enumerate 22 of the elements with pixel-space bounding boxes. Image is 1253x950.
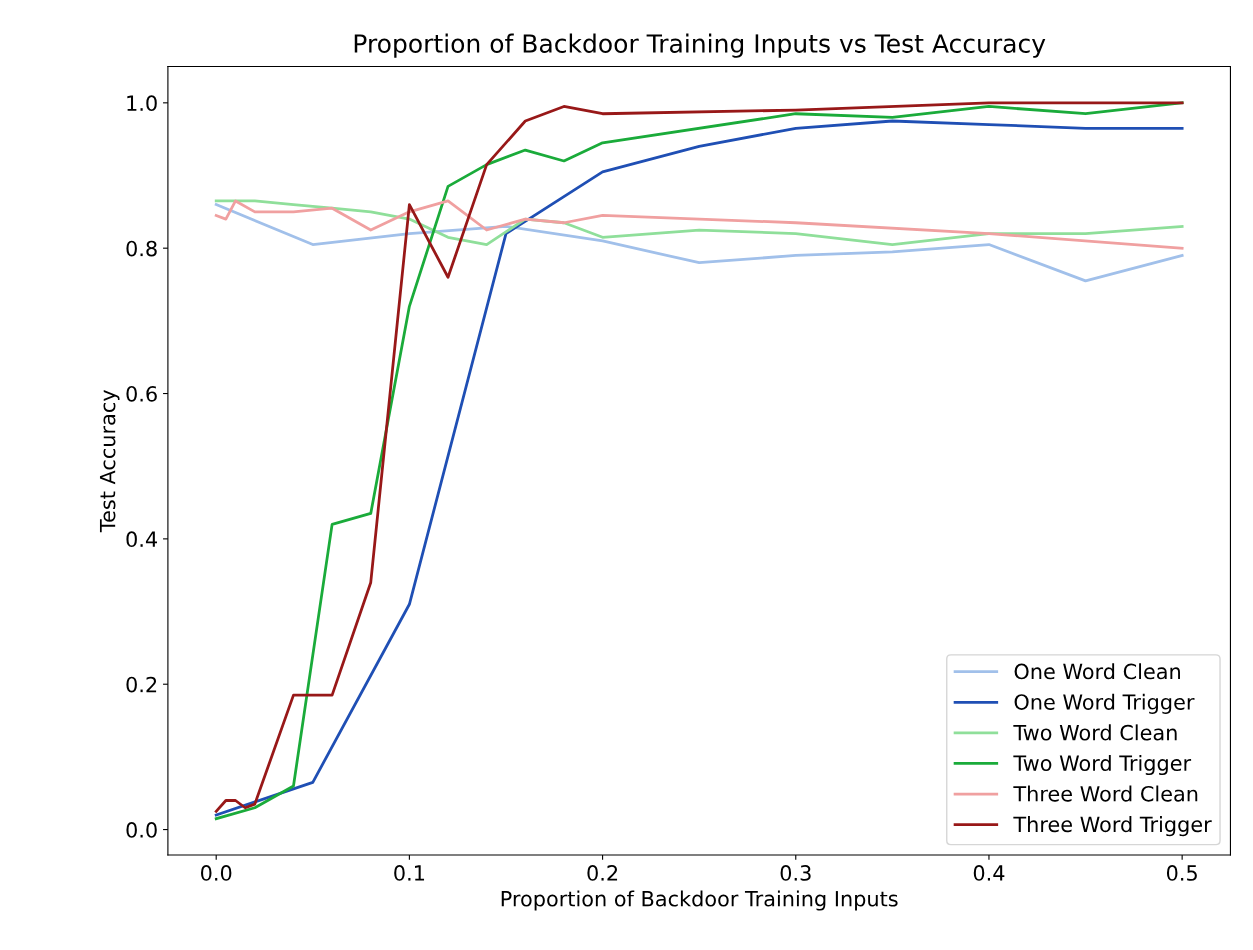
x-tick-label: 0.4 — [973, 865, 1005, 881]
chart-title: Proportion of Backdoor Training Inputs vs Test Accuracy — [354, 33, 1046, 58]
y-tick-label: 0.0 — [126, 822, 157, 838]
x-tick-label: 0.1 — [394, 865, 425, 881]
y-tick-label: 0.6 — [126, 385, 157, 402]
x-tick-label: 0.5 — [1166, 865, 1197, 881]
legend-label: One Word Clean — [1014, 663, 1180, 680]
legend-label: One Word Trigger — [1014, 693, 1195, 714]
x-tick-label: 0.3 — [780, 865, 811, 881]
y-tick-label: 0.4 — [126, 531, 158, 548]
x-tick-label: 0.2 — [587, 865, 618, 881]
y-tick-label: 0.8 — [126, 240, 157, 257]
x-axis-title: Proportion of Backdoor Training Inputs — [501, 890, 898, 911]
legend-label: Three Word Trigger — [1013, 816, 1212, 837]
line-series — [214, 203, 1184, 283]
legend-label: Two Word Trigger — [1013, 754, 1192, 776]
y-tick-label: 1.0 — [127, 95, 157, 112]
y-tick-label: 0.2 — [126, 676, 157, 693]
legend-label: Two Word Clean — [1013, 724, 1177, 741]
y-axis-title: Test Accuracy — [99, 389, 120, 533]
legend-label: Three Word Clean — [1013, 785, 1198, 802]
x-tick-label: 0.0 — [201, 865, 232, 881]
